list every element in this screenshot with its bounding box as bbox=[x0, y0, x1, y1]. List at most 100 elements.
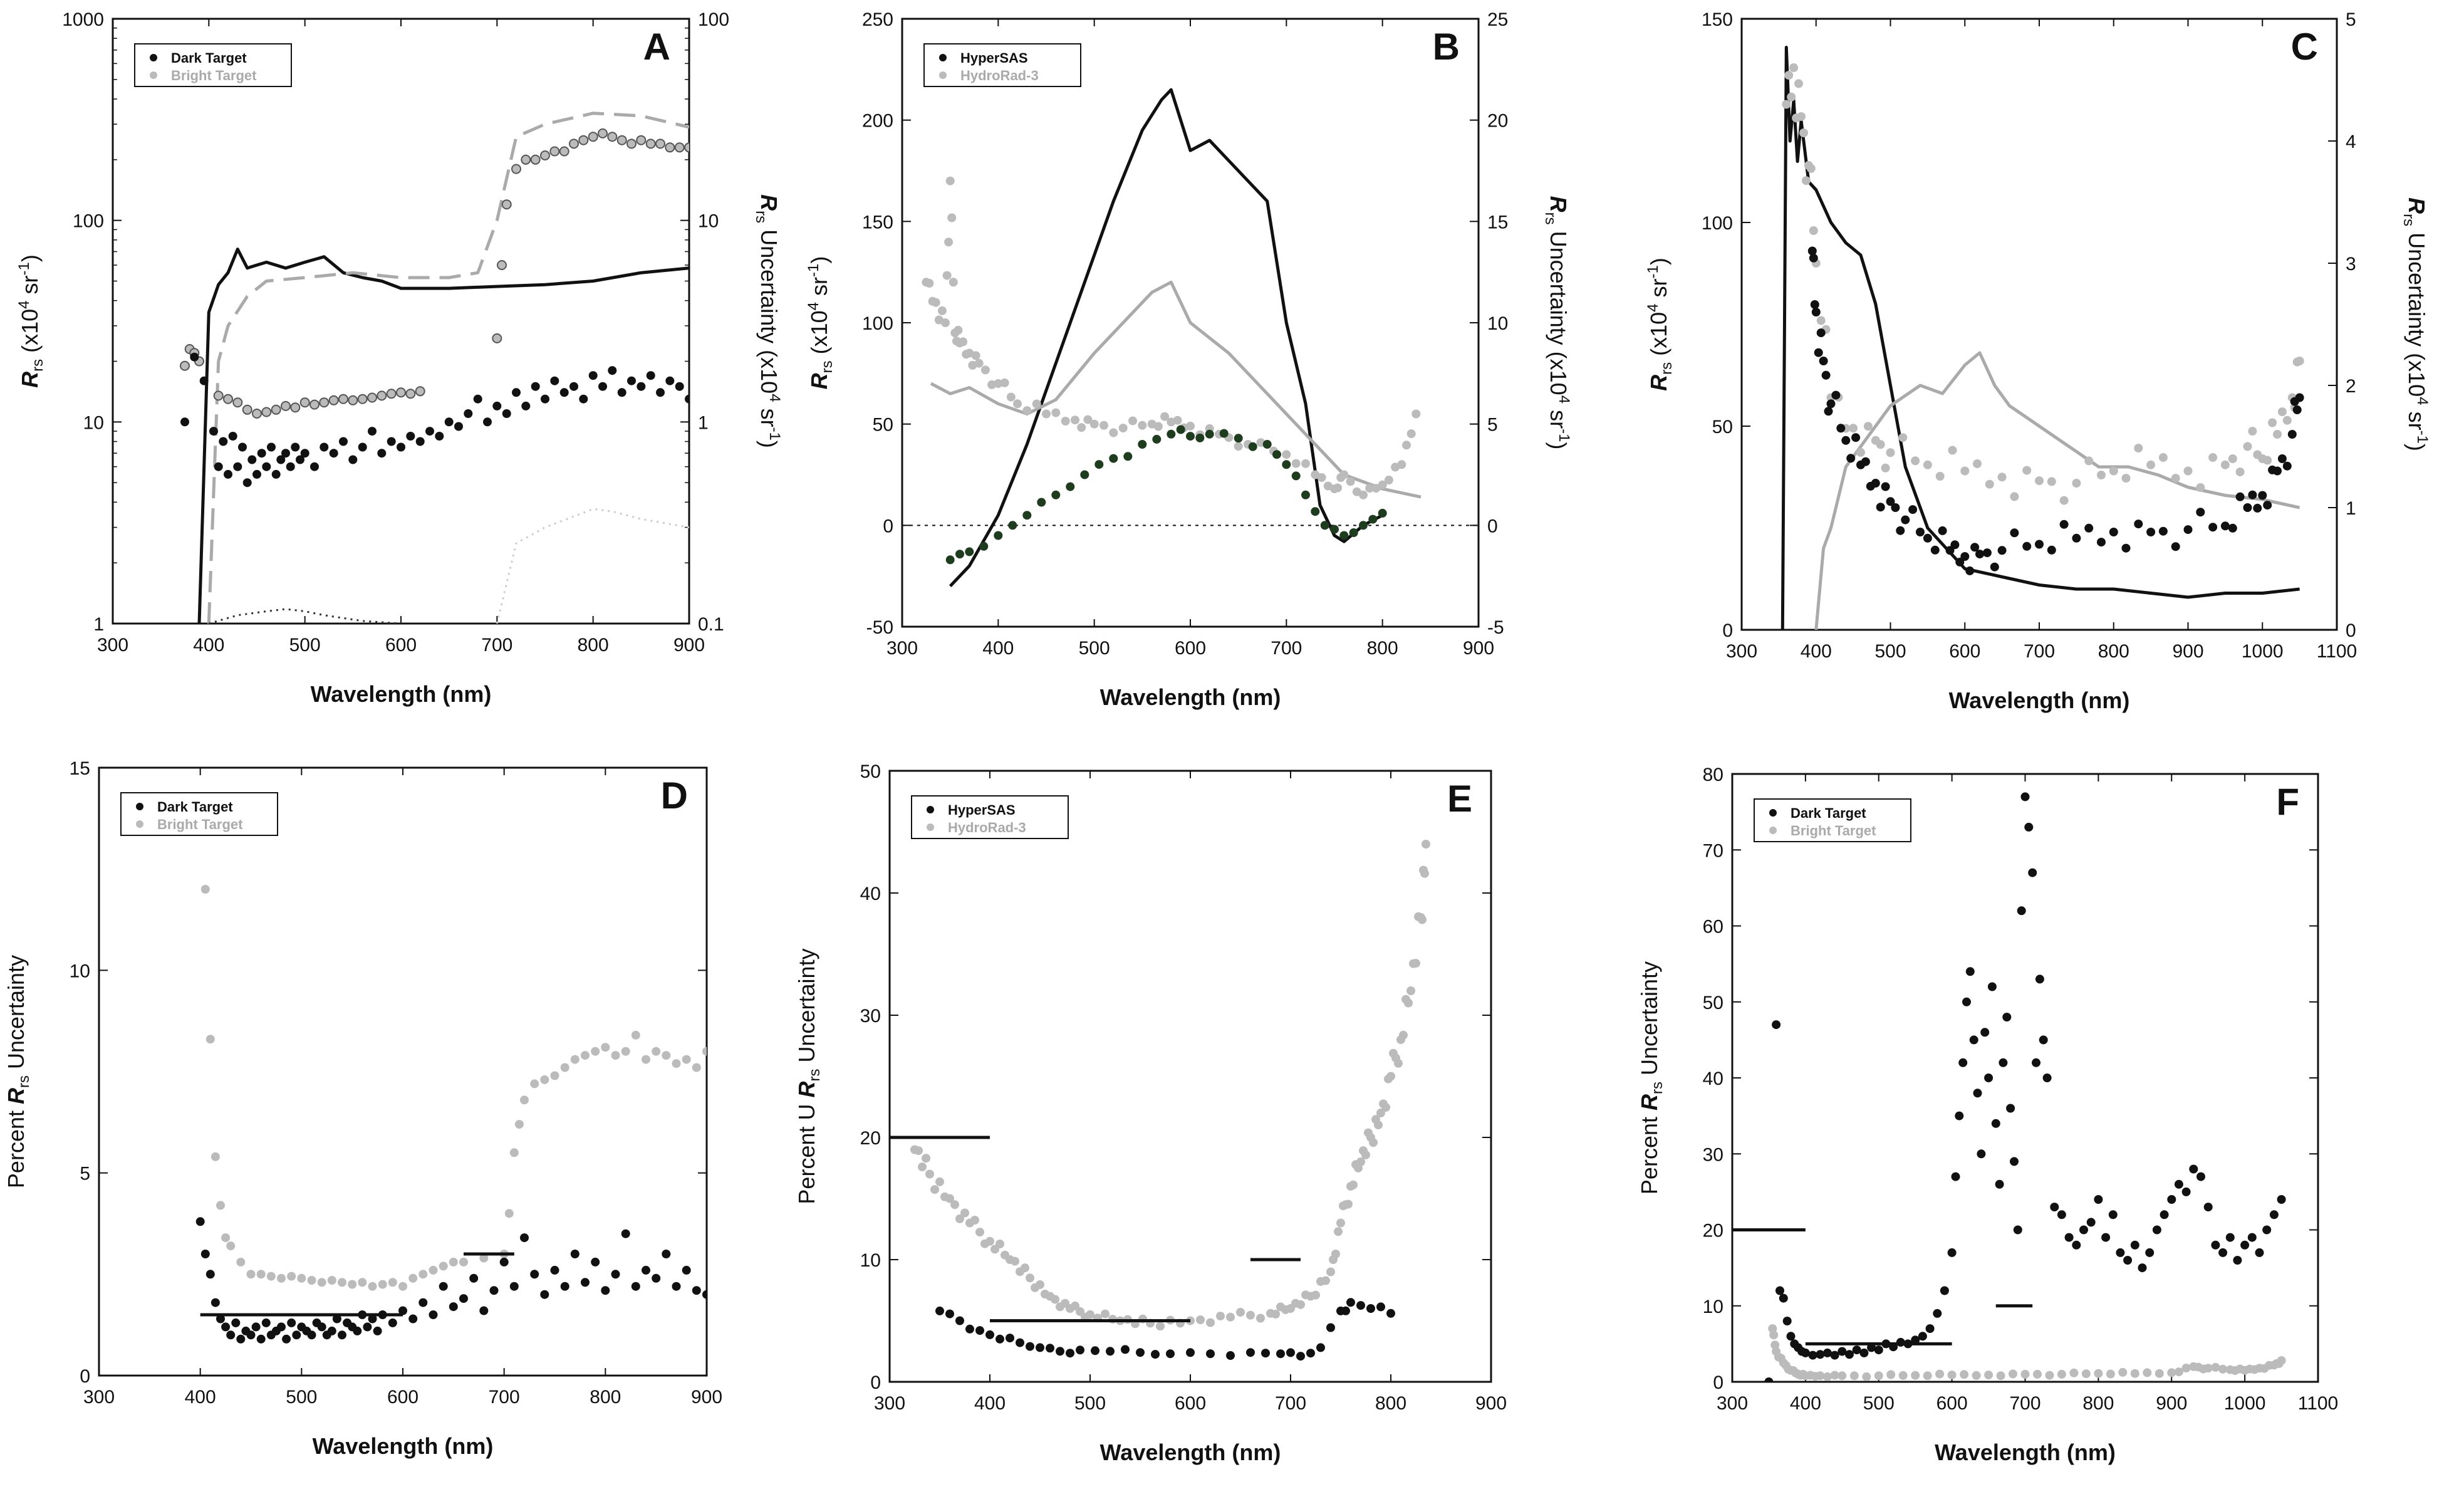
label-part: (x10 bbox=[806, 310, 832, 360]
data-point bbox=[521, 401, 531, 410]
y-right-tick-label: 0 bbox=[1487, 516, 1498, 536]
data-point bbox=[665, 376, 675, 385]
data-point bbox=[1856, 447, 1865, 457]
legend-marker bbox=[150, 71, 157, 79]
data-point bbox=[1128, 416, 1137, 426]
data-point bbox=[1361, 1150, 1370, 1159]
y-tick-label: 200 bbox=[862, 111, 893, 132]
data-point bbox=[2277, 454, 2287, 463]
data-point bbox=[1349, 1180, 1358, 1189]
data-point bbox=[2047, 545, 2056, 555]
y-axis-label: Percent Rrs Uncertainty bbox=[3, 955, 33, 1188]
data-point bbox=[2035, 540, 2044, 549]
data-point bbox=[549, 146, 560, 157]
data-point bbox=[541, 394, 549, 404]
data-point bbox=[2220, 521, 2230, 531]
data-point bbox=[581, 1051, 590, 1060]
data-point bbox=[1026, 1273, 1034, 1283]
data-point bbox=[1935, 1369, 1945, 1379]
data-point bbox=[1809, 226, 1818, 235]
data-point bbox=[2143, 1368, 2152, 1377]
legend-label: HydroRad-3 bbox=[948, 820, 1026, 835]
series-line bbox=[930, 280, 1422, 499]
data-point bbox=[949, 278, 958, 287]
data-point bbox=[1036, 1343, 1044, 1352]
data-point bbox=[2167, 1368, 2176, 1377]
data-point bbox=[223, 394, 233, 404]
data-point bbox=[1123, 452, 1133, 461]
data-point bbox=[2183, 525, 2193, 535]
data-point bbox=[1374, 1120, 1383, 1130]
label-part: rs bbox=[16, 1075, 33, 1088]
data-point bbox=[246, 1270, 256, 1279]
data-point bbox=[425, 427, 434, 436]
data-point bbox=[550, 1071, 559, 1080]
data-point bbox=[2292, 405, 2302, 414]
legend: Dark Target Bright Target bbox=[120, 792, 278, 836]
data-point bbox=[520, 1233, 529, 1243]
x-tick-label: 400 bbox=[1801, 641, 1832, 662]
data-point bbox=[405, 389, 416, 399]
data-point bbox=[2109, 466, 2118, 476]
label-part: ) bbox=[806, 256, 832, 264]
series-dark-rrs bbox=[1780, 46, 2300, 630]
data-point bbox=[2072, 479, 2081, 488]
data-point bbox=[1420, 869, 1429, 878]
legend-label: Dark Target bbox=[157, 799, 233, 815]
data-point bbox=[232, 397, 243, 408]
data-point bbox=[682, 1265, 691, 1275]
data-point bbox=[205, 1035, 215, 1044]
data-point bbox=[377, 449, 387, 458]
data-point bbox=[1806, 164, 1816, 173]
data-point bbox=[1784, 71, 1794, 80]
legend-label: Dark Target bbox=[171, 50, 247, 66]
data-point bbox=[1975, 550, 1984, 559]
y-right-tick-label: 2 bbox=[2346, 376, 2356, 397]
data-point bbox=[955, 550, 964, 559]
data-point bbox=[226, 1330, 236, 1340]
data-point bbox=[2220, 460, 2230, 469]
data-point bbox=[2248, 427, 2257, 436]
panel-letter: B bbox=[1433, 26, 1460, 68]
data-point bbox=[965, 547, 974, 556]
data-point bbox=[1836, 424, 1846, 433]
label-part: sr bbox=[2404, 405, 2430, 431]
data-point bbox=[1972, 1371, 1981, 1380]
data-point bbox=[368, 1282, 377, 1291]
data-point bbox=[702, 1290, 707, 1299]
data-point bbox=[358, 1278, 367, 1287]
x-tick-label: 800 bbox=[1375, 1393, 1406, 1414]
y-right-axis-label: Rrs Uncertainty (x104 sr-1) bbox=[752, 194, 783, 448]
data-point bbox=[180, 360, 190, 371]
y-tick-label: 70 bbox=[1703, 840, 1723, 861]
data-point bbox=[1962, 997, 1971, 1006]
label-part: sr bbox=[1546, 404, 1571, 429]
data-point bbox=[439, 1282, 448, 1291]
data-point bbox=[387, 437, 396, 446]
data-point bbox=[1886, 497, 1895, 506]
data-layer bbox=[195, 885, 707, 1344]
data-point bbox=[358, 442, 367, 452]
data-point bbox=[236, 1257, 246, 1267]
data-point bbox=[2121, 543, 2131, 553]
x-tick-label: 700 bbox=[2009, 1393, 2040, 1414]
series-hydrorad-3-percent bbox=[910, 840, 1430, 1331]
legend-box bbox=[911, 795, 1069, 839]
y-tick-label: 60 bbox=[1703, 917, 1723, 938]
data-point bbox=[2028, 868, 2037, 877]
data-point bbox=[2277, 407, 2287, 417]
x-tick-label: 900 bbox=[673, 635, 705, 656]
data-point bbox=[616, 135, 627, 145]
data-point bbox=[2109, 528, 2118, 536]
data-point bbox=[2059, 520, 2069, 529]
data-point bbox=[2183, 466, 2193, 476]
data-point bbox=[1898, 1371, 1908, 1380]
data-point bbox=[935, 1306, 944, 1315]
data-point bbox=[1195, 433, 1205, 442]
data-point bbox=[1368, 515, 1378, 524]
data-point bbox=[2106, 1369, 2115, 1379]
data-point bbox=[2158, 526, 2168, 536]
data-point bbox=[540, 150, 550, 160]
data-point bbox=[1066, 1349, 1074, 1358]
data-point bbox=[406, 432, 415, 441]
